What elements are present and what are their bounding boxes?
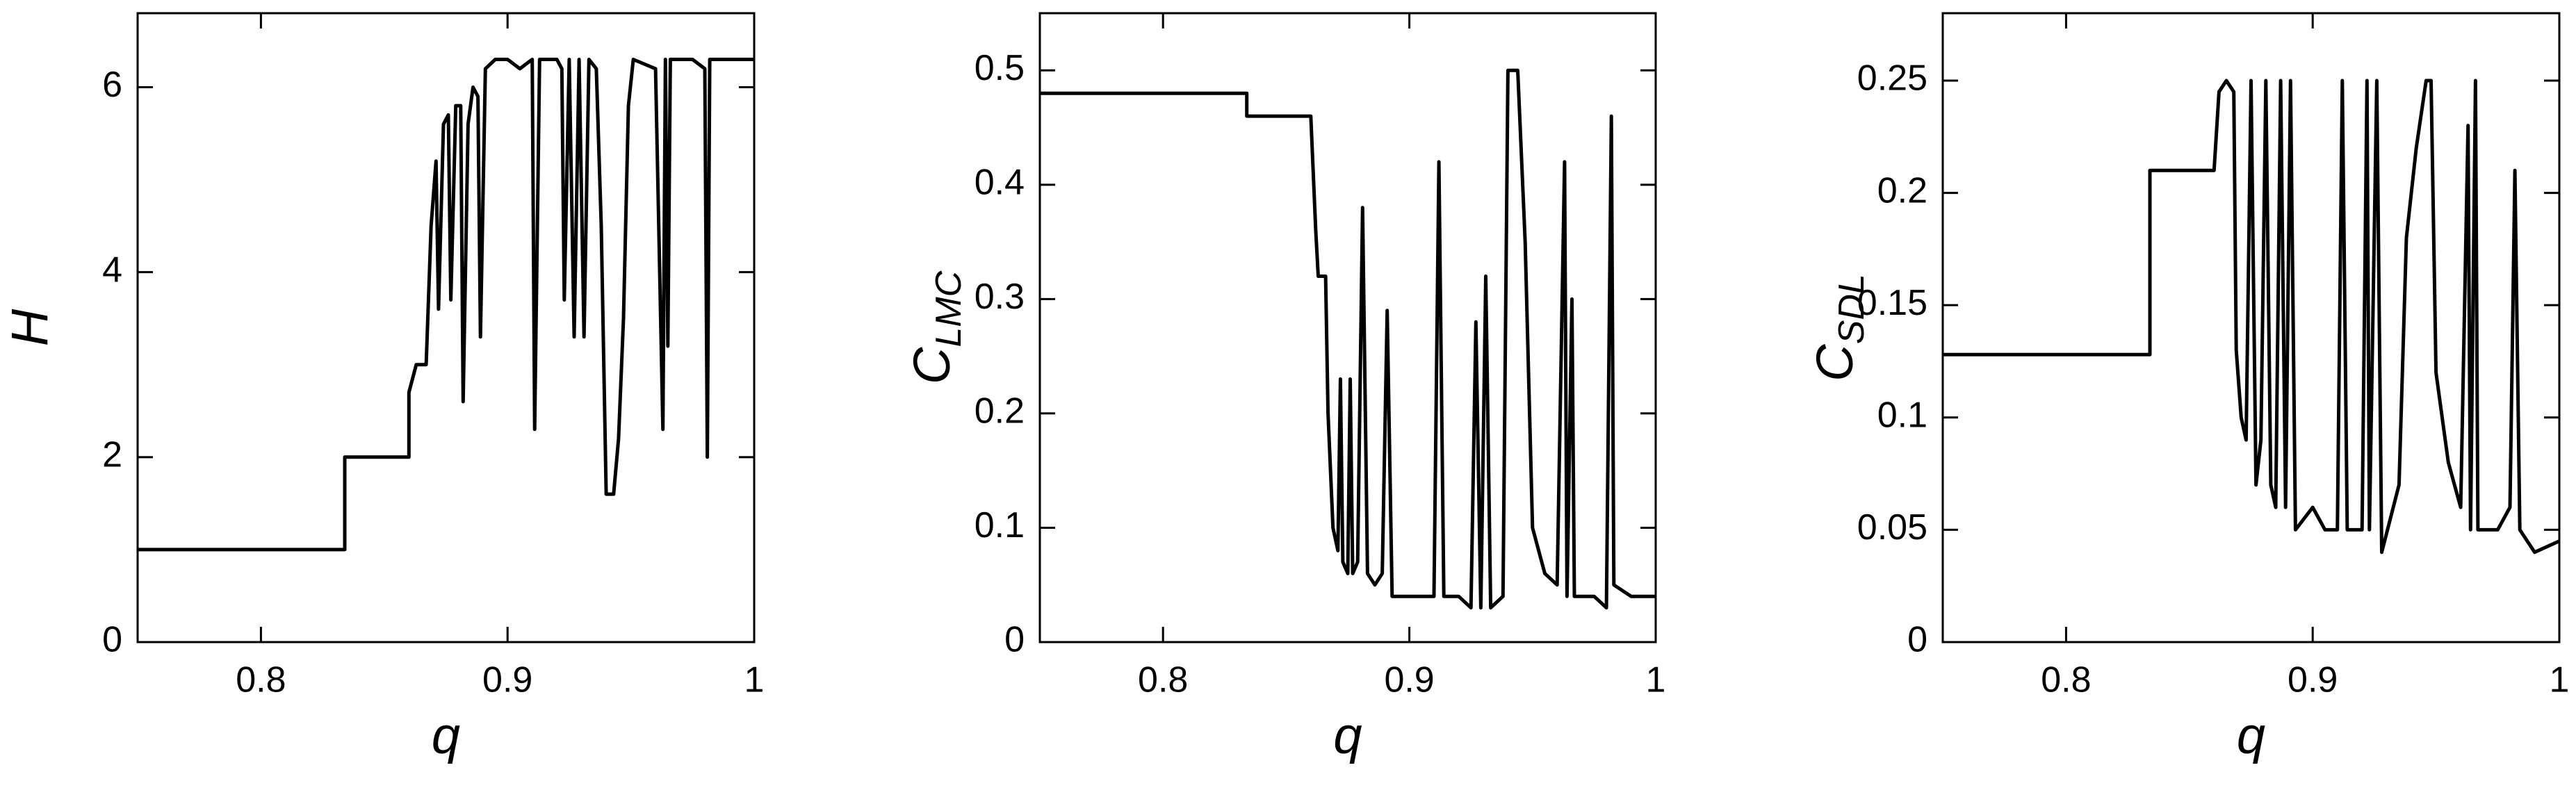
y-tick-label: 4 — [102, 249, 122, 290]
y-tick-label: 0.3 — [975, 277, 1025, 317]
x-axis-label: q — [432, 707, 460, 764]
chart-panel: 0 0.05 0.1 0.15 0.2 0.25 0.8 0.9 1 q CSDL — [1806, 12, 2570, 764]
y-axis-label: CSDL — [1806, 274, 1872, 382]
x-tick-label: 1 — [1646, 660, 1666, 700]
y-tick-label: 2 — [102, 435, 122, 475]
x-tick-label: 0.8 — [1138, 660, 1188, 700]
y-tick-label: 0.05 — [1857, 507, 1927, 548]
x-axis-label: q — [2237, 707, 2265, 764]
y-tick-label: 0.2 — [975, 391, 1025, 432]
y-tick-label: 0.5 — [975, 48, 1025, 88]
x-axis-label: q — [1333, 707, 1362, 764]
y-axis-label-sub: SDL — [1832, 274, 1872, 344]
y-tick-label: 6 — [102, 65, 122, 105]
y-tick-label: 0.2 — [1877, 170, 1927, 211]
y-axis-label-main: H — [1, 309, 58, 346]
y-axis-label: H — [1, 309, 58, 346]
data-line — [138, 58, 754, 552]
y-tick-label: 0 — [1907, 620, 1927, 660]
y-tick-label: 0.25 — [1857, 58, 1927, 99]
x-tick-label: 0.8 — [236, 660, 286, 700]
y-tick-label: 0.4 — [975, 163, 1025, 203]
x-tick-label: 0.9 — [2288, 660, 2338, 700]
y-tick-label: 0.1 — [1877, 395, 1927, 436]
y-axis-label: CLMC — [903, 270, 969, 384]
y-tick-label: 0 — [102, 620, 122, 660]
chart-panel: 0 0.1 0.2 0.3 0.4 0.5 0.8 0.9 1 q CLMC — [903, 12, 1666, 764]
y-axis-label-main: C — [903, 347, 961, 384]
data-line — [1040, 68, 1656, 610]
y-tick-label: 0.15 — [1857, 283, 1927, 323]
x-tick-label: 1 — [744, 660, 765, 700]
x-tick-label: 0.9 — [482, 660, 532, 700]
y-tick-label: 0.1 — [975, 505, 1025, 545]
data-line — [1943, 79, 2561, 555]
x-tick-label: 0.9 — [1384, 660, 1434, 700]
chart-panel: 0 2 4 6 0.8 0.9 1 q H — [1, 12, 765, 764]
y-axis-label-main: C — [1806, 344, 1864, 382]
y-tick-label: 0 — [1004, 620, 1025, 660]
x-tick-label: 1 — [2550, 660, 2570, 700]
x-tick-label: 0.8 — [2041, 660, 2091, 700]
y-axis-label-sub: LMC — [929, 270, 969, 347]
